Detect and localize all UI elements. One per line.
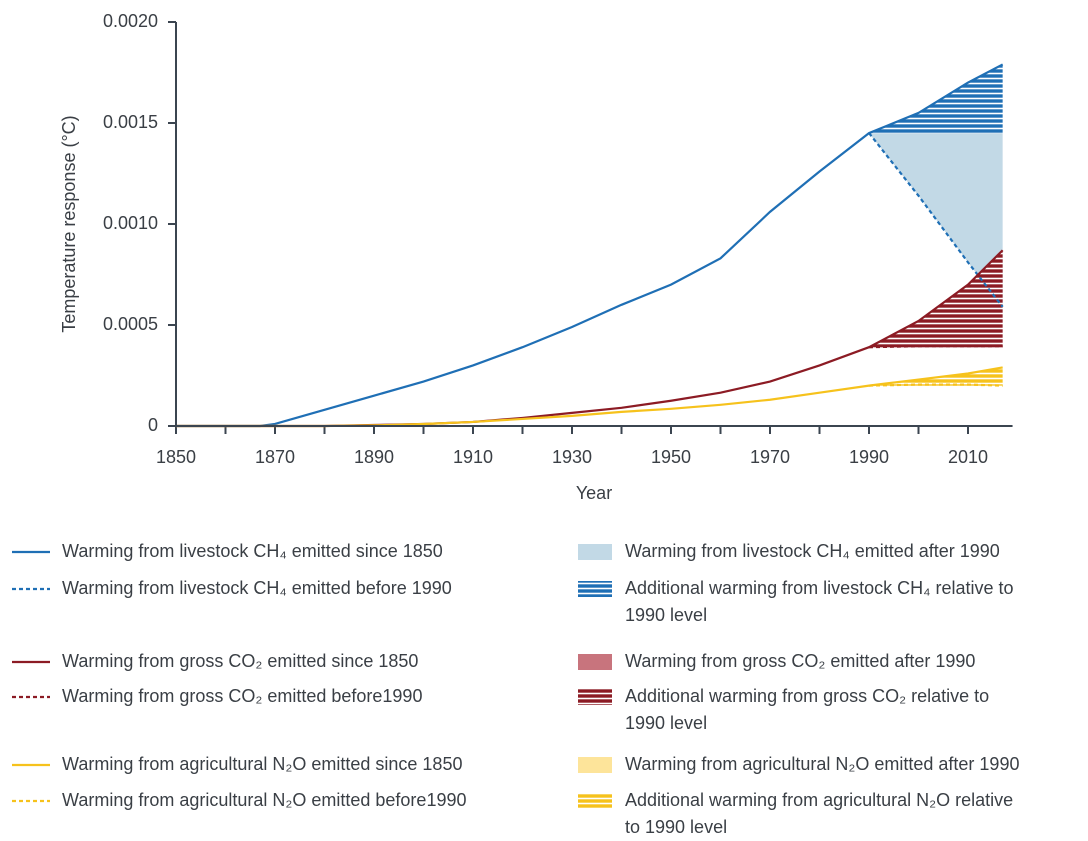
legend-label: Warming from agricultural N₂O emitted be…: [62, 790, 467, 810]
legend-label: Warming from livestock CH₄ emitted since…: [62, 541, 443, 561]
line-series: [868, 383, 1003, 387]
additional-area: [869, 64, 1003, 134]
line-series: [176, 249, 1004, 428]
additional-area: [869, 367, 1003, 386]
legend-swatch: [578, 689, 612, 705]
legend-label: Warming from gross CO₂ emitted since 185…: [62, 651, 419, 671]
x-tick-label: 1890: [354, 447, 394, 467]
legend-label: Additional warming from gross CO₂ relati…: [625, 686, 990, 733]
x-tick-label: 1990: [849, 447, 889, 467]
y-tick-label: 0.0010: [103, 213, 158, 233]
legend-swatch: [578, 793, 612, 809]
y-tick-label: 0.0020: [103, 11, 158, 31]
legend-label: Additional warming from agricultural N₂O…: [625, 790, 1014, 837]
legend-label: Warming from gross CO₂ emitted after 199…: [625, 651, 976, 671]
legend-swatch: [578, 544, 612, 560]
y-tick-label: 0: [148, 415, 158, 435]
legend-label: Warming from livestock CH₄ emitted after…: [625, 541, 1000, 561]
x-tick-label: 1930: [552, 447, 592, 467]
x-tick-label: 1950: [651, 447, 691, 467]
x-tick-label: 1850: [156, 447, 196, 467]
legend-swatch: [578, 757, 612, 773]
x-tick-label: 2010: [948, 447, 988, 467]
legend-label: Additional warming from livestock CH₄ re…: [625, 578, 1014, 625]
legend-swatch: [578, 581, 612, 597]
y-tick-label: 0.0015: [103, 112, 158, 132]
x-tick-label: 1870: [255, 447, 295, 467]
line-series: [868, 345, 1003, 349]
y-axis-title: Temperature response (°C): [59, 115, 79, 332]
legend-label: Warming from gross CO₂ emitted before199…: [62, 686, 423, 706]
line-series: [868, 132, 1004, 308]
x-tick-label: 1910: [453, 447, 493, 467]
line-series: [176, 63, 1004, 428]
x-axis-title: Year: [576, 483, 612, 503]
legend-label: Warming from livestock CH₄ emitted befor…: [62, 578, 452, 598]
x-tick-label: 1970: [750, 447, 790, 467]
legend-swatch: [578, 654, 612, 670]
legend-label: Warming from agricultural N₂O emitted si…: [62, 754, 463, 774]
legend-label: Warming from agricultural N₂O emitted af…: [625, 754, 1020, 774]
additional-area: [869, 250, 1003, 348]
y-tick-label: 0.0005: [103, 314, 158, 334]
